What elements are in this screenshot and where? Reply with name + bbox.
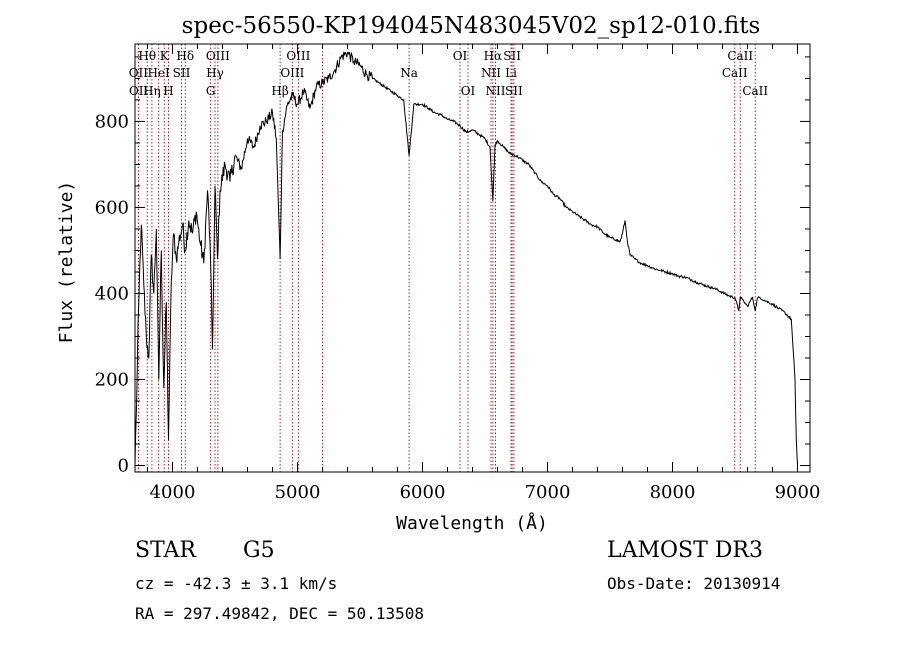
line-label: OII — [129, 66, 149, 80]
y-tick-label: 400 — [95, 283, 129, 304]
plot-frame — [134, 43, 811, 473]
line-label: H — [163, 84, 173, 98]
line-label: CaII — [722, 66, 748, 80]
line-label: Hδ — [176, 49, 194, 63]
object-subclass: G5 — [243, 538, 275, 563]
x-axis-label: Wavelength (Å) — [396, 512, 548, 534]
line-label: SII — [173, 66, 191, 80]
line-label: Na — [400, 66, 418, 80]
line-label: Li — [505, 66, 517, 80]
line-label: OIII — [206, 49, 230, 63]
x-axis: 4000 5000 6000 7000 8000 9000 — [147, 44, 821, 503]
line-label: Hα — [484, 49, 503, 63]
object-class: STAR — [135, 538, 196, 563]
x-tick-label: 9000 — [775, 482, 821, 503]
line-label: SII — [505, 84, 523, 98]
flux-line — [134, 51, 798, 466]
spectral-line-markers — [137, 44, 756, 472]
observation-date: Obs-Date: 20130914 — [607, 574, 781, 593]
x-tick-label: 8000 — [650, 482, 696, 503]
x-tick-label: 7000 — [525, 482, 571, 503]
x-tick-label: 5000 — [275, 482, 321, 503]
line-label: CaII — [742, 84, 768, 98]
x-tick-label: 4000 — [150, 482, 196, 503]
line-label: OIII — [280, 66, 304, 80]
line-label: OIII — [286, 49, 310, 63]
flux-series — [134, 51, 798, 466]
coordinates: RA = 297.49842, DEC = 50.13508 — [135, 604, 424, 623]
y-tick-label: 200 — [95, 370, 129, 391]
chart-title: spec-56550-KP194045N483045V02_sp12-010.f… — [182, 13, 761, 39]
line-label: G — [206, 84, 216, 98]
x-tick-label: 6000 — [400, 482, 446, 503]
line-label: HeI — [147, 66, 170, 80]
line-label: K — [160, 49, 170, 63]
y-axis: 0 200 400 600 800 — [95, 56, 810, 477]
spectral-line-labels: HθOIIOIIHηHeIKHHδSIIOIIIHγGOIIIOIIIHβNaO… — [129, 49, 769, 98]
line-label: OI — [461, 84, 476, 98]
line-label: Hθ — [138, 49, 156, 63]
line-label: SII — [503, 49, 521, 63]
line-label: Hη — [143, 84, 161, 98]
line-label: NII — [486, 84, 506, 98]
y-tick-label: 0 — [118, 456, 129, 477]
line-label: OI — [453, 49, 468, 63]
redshift-velocity: cz = -42.3 ± 3.1 km/s — [135, 574, 338, 593]
line-label: CaII — [727, 49, 753, 63]
y-tick-label: 800 — [95, 111, 129, 132]
survey-name: LAMOST DR3 — [607, 538, 763, 563]
line-label: NII — [481, 66, 501, 80]
line-label: OII — [129, 84, 149, 98]
line-label: Hβ — [271, 84, 288, 98]
y-tick-label: 600 — [95, 197, 129, 218]
line-label: Hγ — [206, 66, 224, 80]
y-axis-label: Flux (relative) — [56, 181, 77, 344]
